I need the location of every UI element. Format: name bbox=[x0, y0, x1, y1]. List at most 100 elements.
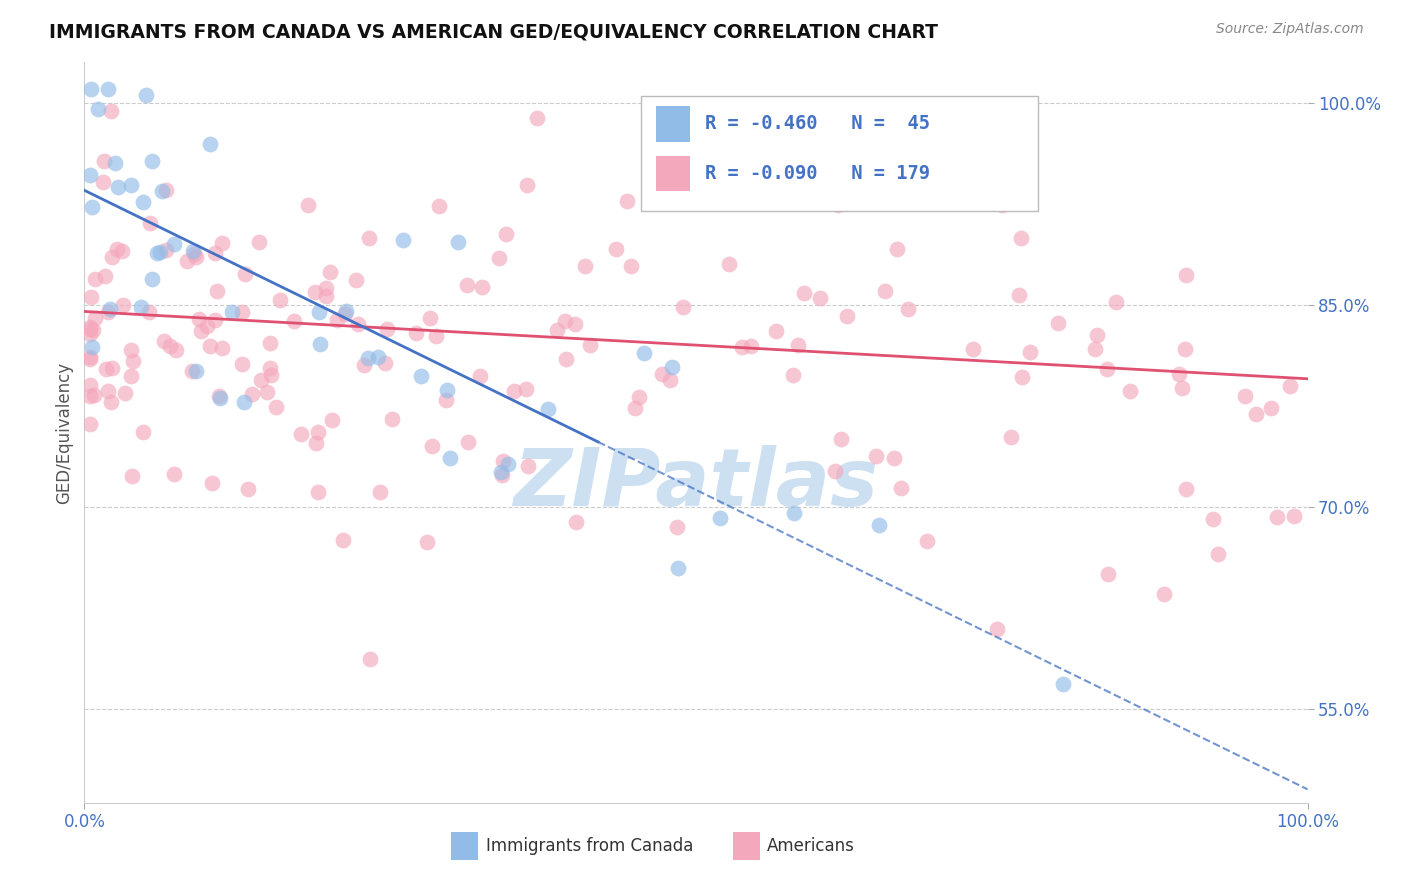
Point bbox=[231, 357, 253, 371]
Point bbox=[205, 284, 228, 298]
Point bbox=[1260, 401, 1282, 415]
Point bbox=[149, 244, 172, 259]
Point bbox=[326, 313, 349, 327]
Point bbox=[195, 318, 218, 333]
Point bbox=[138, 304, 160, 318]
Point bbox=[233, 267, 256, 281]
Point bbox=[756, 120, 779, 135]
Point bbox=[269, 293, 291, 307]
Point bbox=[468, 368, 491, 383]
Point bbox=[515, 382, 537, 396]
Text: ZIPatlas: ZIPatlas bbox=[513, 445, 879, 524]
Point bbox=[783, 506, 806, 520]
Point bbox=[240, 386, 263, 401]
Point bbox=[100, 104, 122, 119]
Point bbox=[392, 233, 415, 247]
Point bbox=[100, 360, 122, 375]
Point bbox=[447, 235, 470, 250]
Point bbox=[425, 329, 447, 343]
Point bbox=[190, 324, 212, 338]
Text: IMMIGRANTS FROM CANADA VS AMERICAN GED/EQUIVALENCY CORRELATION CHART: IMMIGRANTS FROM CANADA VS AMERICAN GED/E… bbox=[49, 22, 938, 41]
Point bbox=[211, 341, 233, 355]
Point bbox=[79, 350, 101, 364]
Point bbox=[890, 481, 912, 495]
Point bbox=[82, 323, 104, 337]
Point bbox=[122, 354, 145, 368]
Point bbox=[574, 259, 596, 273]
Point bbox=[439, 450, 461, 465]
Point bbox=[1095, 361, 1118, 376]
Point bbox=[367, 350, 389, 364]
Point bbox=[605, 242, 627, 256]
Point bbox=[1265, 509, 1288, 524]
Point bbox=[359, 652, 381, 666]
Point bbox=[181, 244, 204, 258]
Point bbox=[79, 322, 101, 336]
Point bbox=[155, 243, 177, 257]
Point bbox=[793, 286, 815, 301]
Point bbox=[83, 388, 105, 402]
Point bbox=[1202, 512, 1225, 526]
Point bbox=[503, 384, 526, 398]
Point bbox=[782, 368, 804, 382]
Point bbox=[201, 475, 224, 490]
Point bbox=[97, 304, 120, 318]
Point bbox=[176, 254, 198, 268]
Point bbox=[308, 337, 330, 351]
Point bbox=[250, 373, 273, 387]
Point bbox=[139, 216, 162, 230]
Point bbox=[627, 390, 650, 404]
Point bbox=[120, 343, 142, 358]
Point bbox=[347, 317, 370, 331]
Point bbox=[307, 425, 329, 439]
Point bbox=[1011, 369, 1033, 384]
Point bbox=[264, 400, 287, 414]
Point bbox=[97, 82, 120, 96]
Point bbox=[110, 244, 132, 258]
Point bbox=[141, 272, 163, 286]
FancyBboxPatch shape bbox=[451, 831, 478, 860]
Point bbox=[79, 168, 101, 182]
Point bbox=[564, 317, 586, 331]
Point bbox=[787, 337, 810, 351]
Point bbox=[565, 515, 588, 529]
Point bbox=[1206, 547, 1229, 561]
Point bbox=[319, 265, 342, 279]
Point bbox=[495, 227, 517, 242]
Point bbox=[79, 378, 101, 392]
Point bbox=[658, 373, 681, 387]
Point bbox=[986, 623, 1008, 637]
Point bbox=[883, 450, 905, 465]
Point bbox=[1234, 389, 1257, 403]
Point bbox=[416, 534, 439, 549]
Point bbox=[368, 484, 391, 499]
Point bbox=[79, 389, 101, 403]
Point bbox=[827, 197, 849, 211]
Point bbox=[105, 242, 128, 256]
Point bbox=[374, 356, 396, 370]
Point bbox=[83, 271, 105, 285]
Point bbox=[332, 533, 354, 547]
Point bbox=[80, 200, 103, 214]
Point bbox=[1084, 343, 1107, 357]
Point bbox=[357, 351, 380, 365]
Point bbox=[1000, 430, 1022, 444]
Point bbox=[211, 236, 233, 251]
Point bbox=[666, 520, 689, 534]
Point bbox=[554, 352, 576, 367]
Point bbox=[305, 436, 328, 450]
Point bbox=[492, 454, 515, 468]
Text: Source: ZipAtlas.com: Source: ZipAtlas.com bbox=[1216, 22, 1364, 37]
Point bbox=[1010, 231, 1032, 245]
Point bbox=[381, 411, 404, 425]
Point bbox=[488, 252, 510, 266]
Point bbox=[427, 199, 450, 213]
Point bbox=[91, 175, 114, 189]
Point bbox=[1097, 566, 1119, 581]
Point bbox=[308, 305, 330, 319]
Point bbox=[344, 272, 367, 286]
Point bbox=[209, 391, 232, 405]
Point bbox=[232, 394, 254, 409]
Point bbox=[897, 301, 920, 316]
Point bbox=[651, 368, 673, 382]
